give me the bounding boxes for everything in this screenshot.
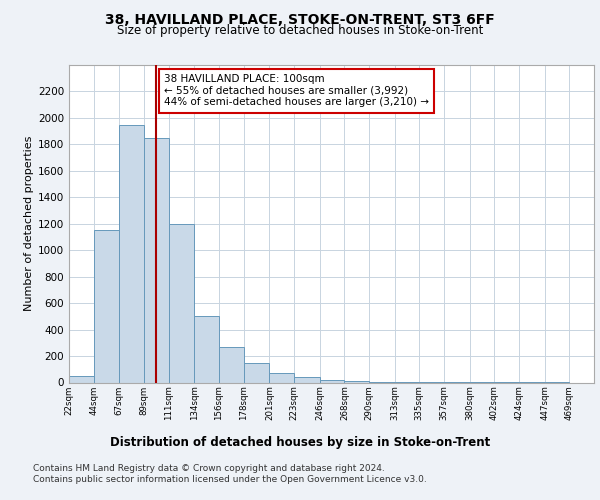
Bar [219,347,244,382]
Bar [94,230,119,382]
Bar [69,376,94,382]
Y-axis label: Number of detached properties: Number of detached properties [24,136,34,312]
Bar [169,224,194,382]
Text: 38 HAVILLAND PLACE: 100sqm
← 55% of detached houses are smaller (3,992)
44% of s: 38 HAVILLAND PLACE: 100sqm ← 55% of deta… [164,74,429,108]
Bar [244,362,269,382]
Bar [269,372,294,382]
Bar [144,138,169,382]
Bar [320,380,344,382]
Text: Contains HM Land Registry data © Crown copyright and database right 2024.: Contains HM Land Registry data © Crown c… [33,464,385,473]
Text: Distribution of detached houses by size in Stoke-on-Trent: Distribution of detached houses by size … [110,436,490,449]
Text: Contains public sector information licensed under the Open Government Licence v3: Contains public sector information licen… [33,475,427,484]
Bar [344,381,369,382]
Text: Size of property relative to detached houses in Stoke-on-Trent: Size of property relative to detached ho… [117,24,483,37]
Bar [294,377,320,382]
Bar [119,124,144,382]
Bar [194,316,219,382]
Text: 38, HAVILLAND PLACE, STOKE-ON-TRENT, ST3 6FF: 38, HAVILLAND PLACE, STOKE-ON-TRENT, ST3… [105,13,495,27]
